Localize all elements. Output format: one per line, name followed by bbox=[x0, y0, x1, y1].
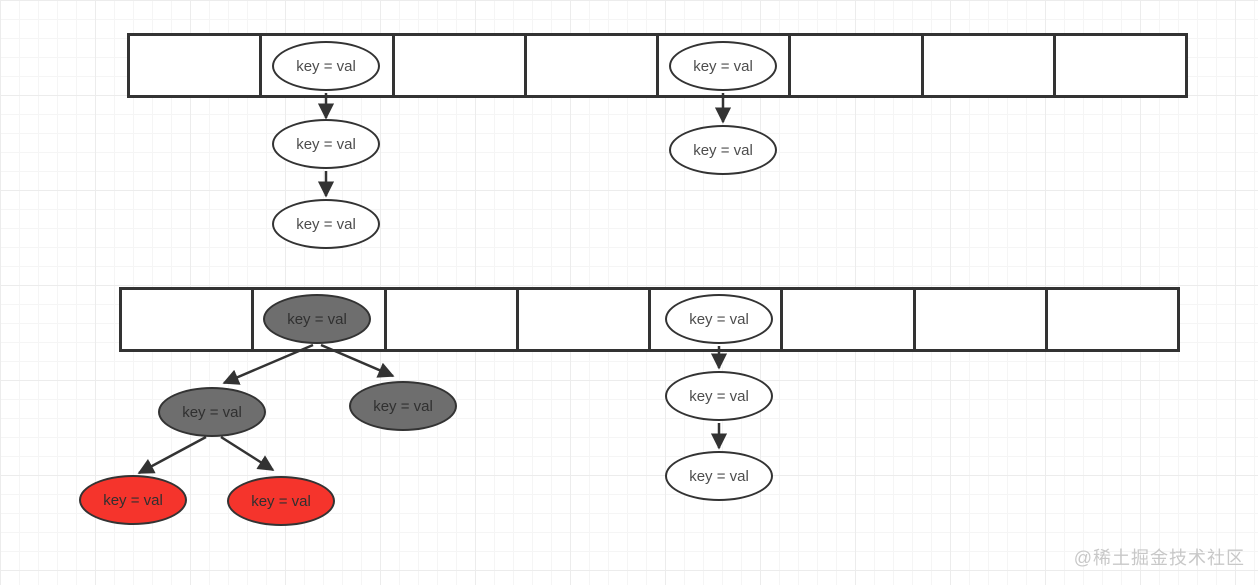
bucket-cell bbox=[527, 36, 659, 95]
watermark: @稀土掘金技术社区 bbox=[1073, 548, 1245, 568]
bucket-cell bbox=[130, 36, 263, 95]
bucket-cell bbox=[395, 36, 527, 95]
rbtree-red-node: key = val bbox=[79, 475, 187, 525]
bucket-cell bbox=[924, 36, 1056, 95]
rbtree-black-node: key = val bbox=[158, 387, 266, 437]
hash-entry-node: key = val bbox=[669, 41, 777, 91]
bucket-cell bbox=[791, 36, 924, 95]
bucket-cell bbox=[783, 290, 916, 349]
rbtree-red-node: key = val bbox=[227, 476, 335, 526]
bucket-cell bbox=[254, 290, 387, 349]
bucket-cell bbox=[916, 290, 1048, 349]
linked-list-node: key = val bbox=[272, 119, 380, 169]
arrow bbox=[137, 435, 207, 475]
bucket-cell bbox=[387, 290, 519, 349]
bucket-cell bbox=[262, 36, 395, 95]
arrow bbox=[220, 435, 275, 472]
rbtree-black-node: key = val bbox=[349, 381, 457, 431]
hash-entry-node: key = val bbox=[272, 41, 380, 91]
linked-list-node: key = val bbox=[665, 451, 773, 501]
bucket-cell bbox=[1056, 36, 1185, 95]
bucket-cell bbox=[659, 36, 792, 95]
bucket-cell bbox=[519, 290, 651, 349]
linked-list-node: key = val bbox=[665, 371, 773, 421]
bucket-cell bbox=[122, 290, 255, 349]
linked-list-node: key = val bbox=[669, 125, 777, 175]
linked-list-node: key = val bbox=[272, 199, 380, 249]
bucket-cell bbox=[651, 290, 784, 349]
rbtree-root-node: key = val bbox=[263, 294, 371, 344]
bucket-cell bbox=[1048, 290, 1177, 349]
hash-entry-node: key = val bbox=[665, 294, 773, 344]
